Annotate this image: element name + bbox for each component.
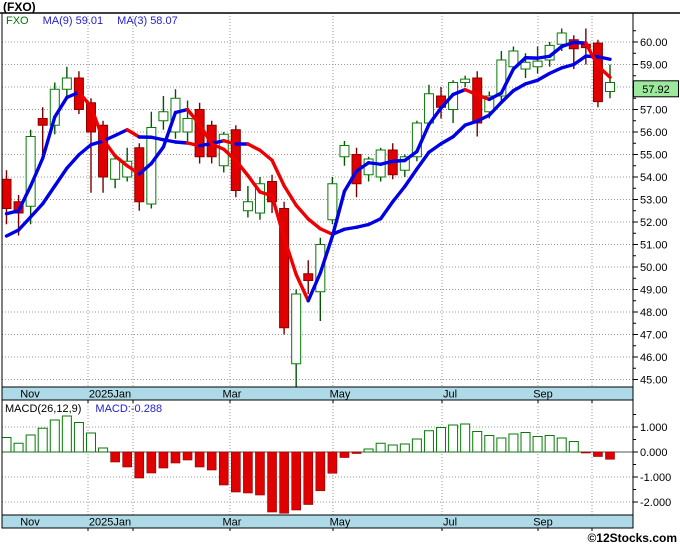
ma9-value: 59.01 <box>75 15 104 27</box>
svg-text:57.00: 57.00 <box>640 105 668 117</box>
svg-text:Sep: Sep <box>533 389 553 401</box>
svg-text:Nov: Nov <box>20 517 40 529</box>
svg-text:Mar: Mar <box>223 517 242 529</box>
svg-text:May: May <box>330 517 351 529</box>
watermark-link[interactable]: ©12Stocks.com <box>587 531 677 545</box>
svg-text:48.00: 48.00 <box>640 307 668 319</box>
svg-text:51.00: 51.00 <box>640 240 668 252</box>
svg-text:56.00: 56.00 <box>640 127 668 139</box>
svg-text:46.00: 46.00 <box>640 352 668 364</box>
svg-text:2025Jan: 2025Jan <box>89 517 131 529</box>
svg-text:52.00: 52.00 <box>640 217 668 229</box>
svg-text:1.000: 1.000 <box>640 422 668 434</box>
macd-label: MACD(26,12,9) <box>5 403 82 415</box>
svg-text:57.92: 57.92 <box>642 84 670 96</box>
svg-text:50.00: 50.00 <box>640 262 668 274</box>
svg-text:-1.000: -1.000 <box>640 472 671 484</box>
legend-symbol: FXO <box>6 15 29 27</box>
svg-text:47.00: 47.00 <box>640 330 668 342</box>
svg-text:53.00: 53.00 <box>640 195 668 207</box>
svg-text:Nov: Nov <box>20 389 40 401</box>
svg-text:-2.000: -2.000 <box>640 497 671 509</box>
svg-text:Sep: Sep <box>533 517 553 529</box>
svg-text:54.00: 54.00 <box>640 172 668 184</box>
symbol-title: (FXO) <box>3 0 36 14</box>
ma9-label: MA(9) <box>42 15 73 27</box>
svg-text:59.00: 59.00 <box>640 60 668 72</box>
svg-text:55.00: 55.00 <box>640 150 668 162</box>
svg-text:0.000: 0.000 <box>640 447 668 459</box>
ma3-value: 58.07 <box>150 15 178 27</box>
svg-text:May: May <box>330 389 351 401</box>
macd-legend: MACD(26,12,9) MACD:-0.288 <box>5 403 162 415</box>
svg-text:Mar: Mar <box>223 389 242 401</box>
svg-text:49.00: 49.00 <box>640 285 668 297</box>
svg-text:Jul: Jul <box>443 517 457 529</box>
svg-text:60.00: 60.00 <box>640 37 668 49</box>
macd-value: MACD:-0.288 <box>95 403 163 415</box>
price-legend: FXO MA(9) 59.01 MA(3) 58.07 <box>6 15 178 27</box>
ma3-label: MA(3) <box>117 15 148 27</box>
svg-text:Jul: Jul <box>443 389 457 401</box>
svg-text:2025Jan: 2025Jan <box>89 389 131 401</box>
svg-text:45.00: 45.00 <box>640 375 668 387</box>
